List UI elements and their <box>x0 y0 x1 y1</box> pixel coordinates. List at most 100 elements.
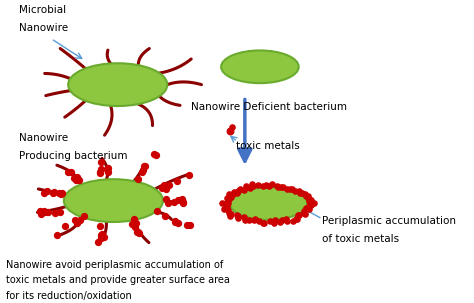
Point <box>161 184 168 189</box>
Point <box>55 191 63 196</box>
Text: Nanowire Deficient bacterium: Nanowire Deficient bacterium <box>191 102 347 112</box>
Point <box>171 219 179 224</box>
Point <box>154 208 161 213</box>
Point <box>294 212 302 217</box>
Point <box>251 217 259 222</box>
Point <box>73 221 81 225</box>
Point <box>134 230 141 235</box>
Point <box>279 185 287 190</box>
Point <box>185 173 193 178</box>
Point <box>160 182 168 187</box>
Point <box>304 193 311 198</box>
Point <box>248 182 255 187</box>
Text: toxic metals and provide greater surface area: toxic metals and provide greater surface… <box>6 275 229 285</box>
Text: Nanowire avoid periplasmic accumulation of: Nanowire avoid periplasmic accumulation … <box>6 259 223 270</box>
Point <box>96 170 104 175</box>
Point <box>240 187 248 192</box>
Point <box>36 208 44 213</box>
Point <box>225 200 232 205</box>
Point <box>302 206 310 211</box>
Point <box>98 166 105 171</box>
Point <box>138 170 146 175</box>
Point <box>227 195 235 199</box>
Point <box>294 216 301 221</box>
Point <box>72 218 79 223</box>
Point <box>96 223 104 228</box>
Point <box>305 207 313 211</box>
Point <box>53 233 61 238</box>
Point <box>310 200 318 205</box>
Point <box>300 211 307 215</box>
Point <box>282 216 290 221</box>
Point <box>76 217 83 222</box>
Point <box>104 169 112 174</box>
Ellipse shape <box>230 187 307 220</box>
Point <box>104 166 111 171</box>
Point <box>153 153 160 158</box>
Point <box>73 176 80 181</box>
Point <box>75 178 83 183</box>
Ellipse shape <box>64 179 163 222</box>
Point <box>265 183 273 188</box>
Point <box>97 235 105 240</box>
Point <box>223 204 230 208</box>
Point <box>80 213 87 218</box>
Point <box>70 175 78 180</box>
Point <box>302 194 310 198</box>
Point <box>283 186 290 191</box>
Point <box>262 182 270 187</box>
Point <box>276 219 283 224</box>
Point <box>305 196 313 201</box>
Point <box>290 218 297 223</box>
Point <box>246 218 253 223</box>
Point <box>174 221 182 225</box>
Point <box>220 206 228 211</box>
Point <box>103 167 110 171</box>
Point <box>174 198 182 203</box>
Ellipse shape <box>221 50 299 83</box>
Point <box>305 199 313 204</box>
Point <box>235 189 242 194</box>
Point <box>246 186 253 191</box>
Point <box>307 198 314 202</box>
Point <box>301 208 309 213</box>
Point <box>266 218 274 223</box>
Point <box>162 186 170 191</box>
Point <box>37 211 45 216</box>
Point <box>58 190 65 195</box>
Point <box>307 203 314 208</box>
Point <box>67 170 75 175</box>
Point <box>272 218 279 222</box>
Point <box>299 191 306 196</box>
Point <box>234 213 241 218</box>
Text: Microbial: Microbial <box>18 5 66 15</box>
Point <box>286 187 294 191</box>
Point <box>100 235 107 240</box>
Point <box>49 191 56 195</box>
Point <box>283 218 291 223</box>
Point <box>227 212 235 217</box>
Point <box>134 177 142 182</box>
Point <box>295 189 302 194</box>
Point <box>224 208 232 212</box>
Point <box>178 196 185 201</box>
Point <box>131 224 138 229</box>
Point <box>223 199 231 204</box>
Point <box>179 201 187 205</box>
Point <box>301 212 309 217</box>
Point <box>274 185 282 189</box>
Point <box>139 167 146 172</box>
Point <box>255 183 262 188</box>
Point <box>226 214 234 218</box>
Point <box>141 163 148 168</box>
Point <box>57 192 64 197</box>
Point <box>171 219 179 224</box>
Point <box>72 177 79 182</box>
Point <box>173 178 181 183</box>
Point <box>273 184 280 188</box>
Point <box>170 200 178 205</box>
Point <box>250 184 257 189</box>
Point <box>236 186 244 191</box>
Point <box>41 209 48 214</box>
Point <box>255 218 263 223</box>
